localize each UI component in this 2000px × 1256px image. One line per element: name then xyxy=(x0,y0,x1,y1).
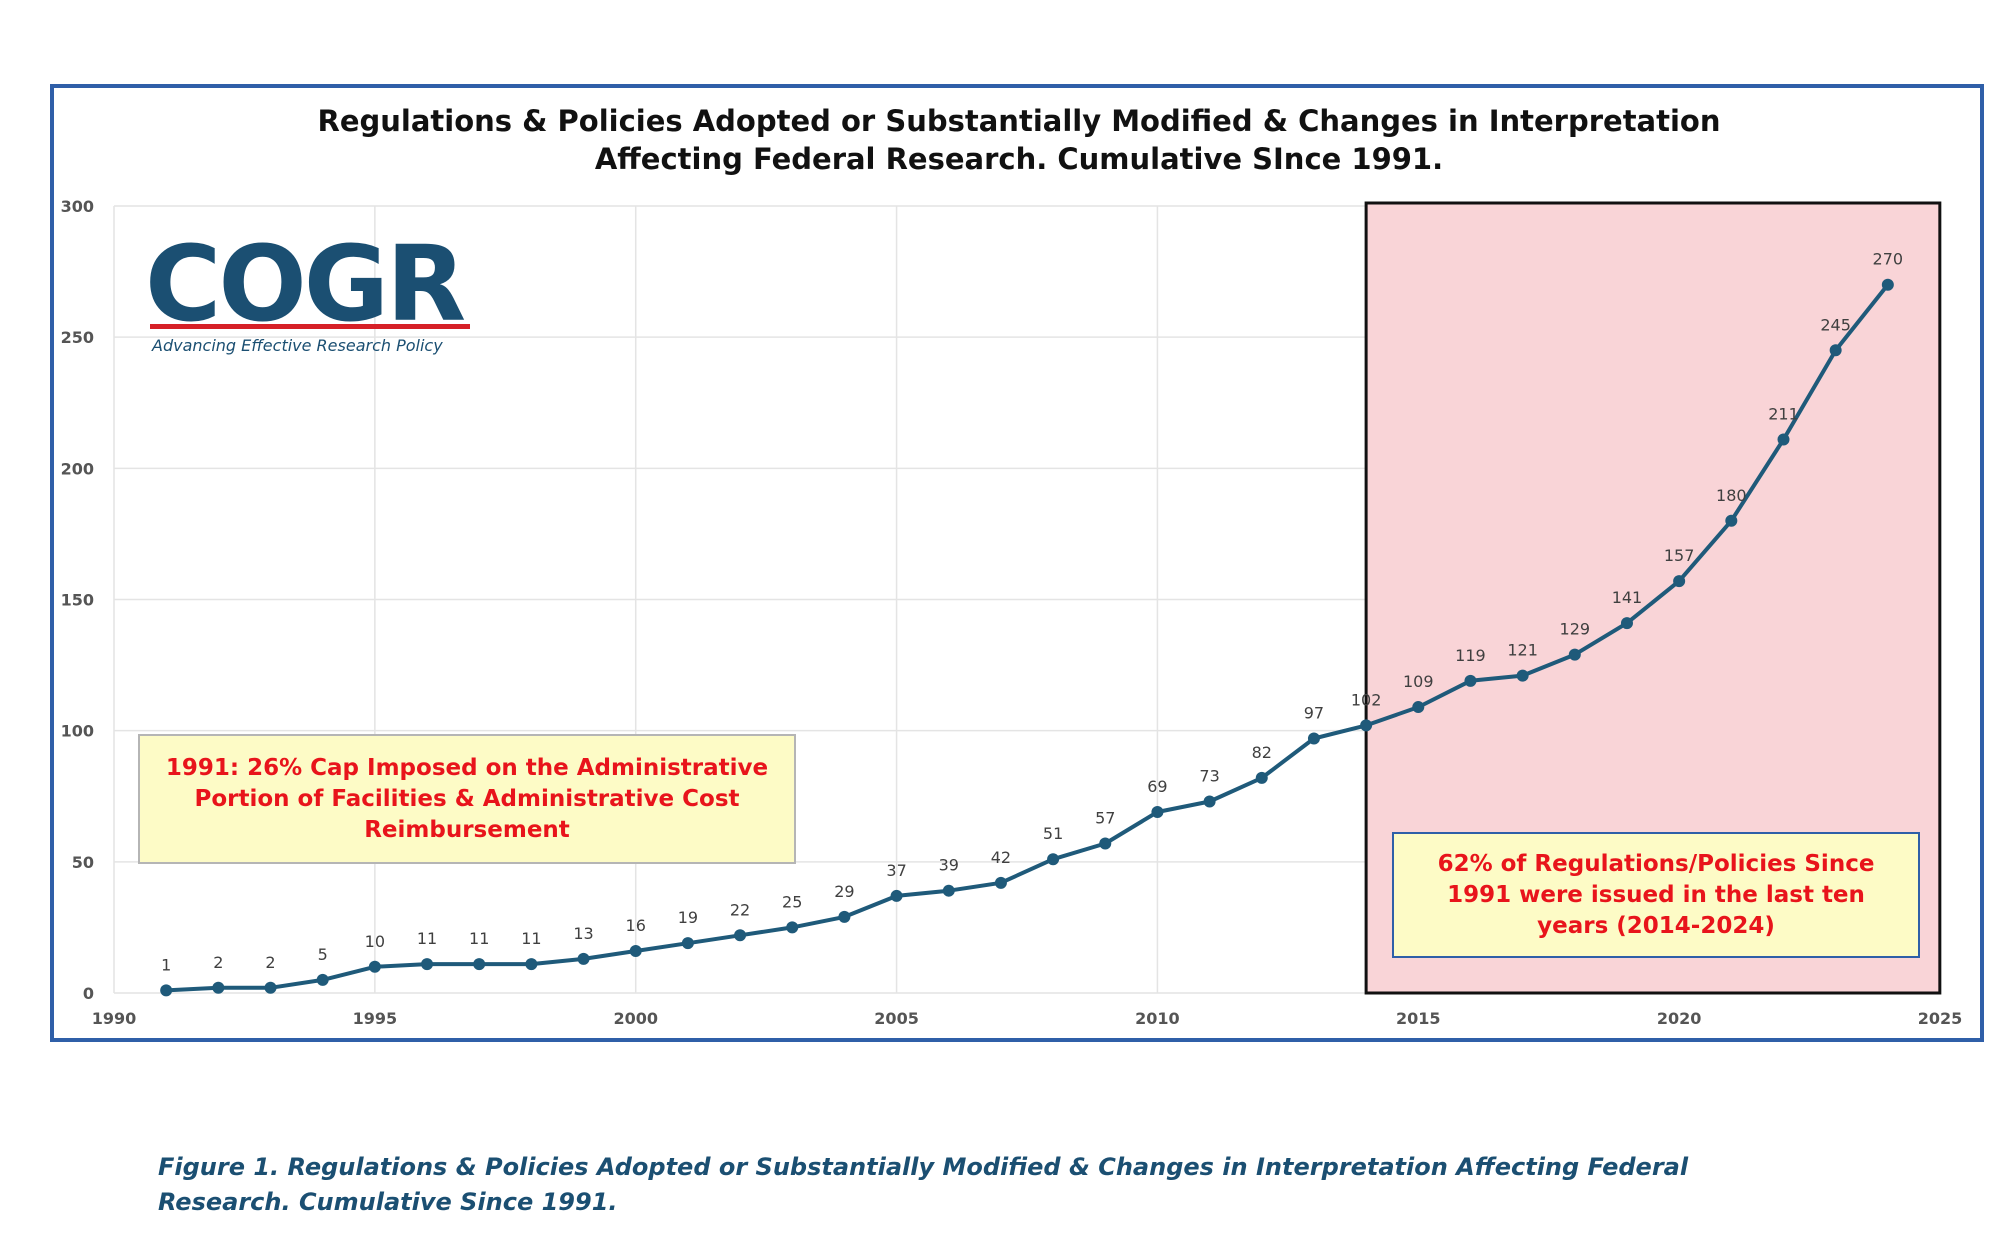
data-label-1992: 2 xyxy=(213,953,223,972)
data-points xyxy=(160,278,1894,997)
data-point-1991 xyxy=(160,984,173,997)
data-point-1999 xyxy=(577,952,590,965)
x-tick-label: 2015 xyxy=(1396,1009,1441,1028)
data-label-2019: 141 xyxy=(1612,588,1643,607)
data-point-2013 xyxy=(1307,732,1320,745)
data-point-1996 xyxy=(421,958,434,971)
x-tick-label: 2000 xyxy=(613,1009,658,1028)
data-point-2017 xyxy=(1516,669,1529,682)
data-label-2016: 119 xyxy=(1455,646,1486,665)
data-point-2010 xyxy=(1151,805,1164,818)
data-point-2020 xyxy=(1673,575,1686,588)
data-label-2009: 57 xyxy=(1095,808,1115,827)
data-label-2022: 211 xyxy=(1768,404,1799,423)
data-label-2010: 69 xyxy=(1147,777,1167,796)
data-point-2023 xyxy=(1829,344,1842,357)
data-point-2001 xyxy=(681,937,694,950)
data-point-2019 xyxy=(1620,617,1633,630)
data-point-1994 xyxy=(316,973,329,986)
data-label-2021: 180 xyxy=(1716,486,1747,505)
data-point-1997 xyxy=(473,958,486,971)
chart-title-line-1: Regulations & Policies Adopted or Substa… xyxy=(317,104,1721,138)
data-label-2020: 157 xyxy=(1664,546,1695,565)
series-line-cumulative xyxy=(166,283,1890,993)
data-label-2003: 25 xyxy=(782,892,802,911)
chart-title-line-2: Affecting Federal Research. Cumulative S… xyxy=(594,142,1444,176)
data-point-2009 xyxy=(1099,837,1112,850)
data-label-1999: 13 xyxy=(573,924,593,943)
data-point-2006 xyxy=(942,884,955,897)
data-point-2007 xyxy=(994,876,1007,889)
cogr-logo: COGR xyxy=(145,223,466,345)
y-tick-label: 200 xyxy=(61,459,94,478)
data-point-2016 xyxy=(1464,674,1477,687)
data-label-1993: 2 xyxy=(265,953,275,972)
data-label-2004: 29 xyxy=(834,882,854,901)
data-point-1995 xyxy=(368,960,381,973)
data-label-2005: 37 xyxy=(886,861,906,880)
data-label-2015: 109 xyxy=(1403,672,1434,691)
data-point-1993 xyxy=(264,981,277,994)
data-label-2001: 19 xyxy=(678,908,698,927)
y-tick-label: 150 xyxy=(61,591,94,610)
x-tick-label: 1995 xyxy=(353,1009,398,1028)
data-point-2015 xyxy=(1412,701,1425,714)
data-label-2007: 42 xyxy=(991,848,1011,867)
annotation-62-percent: 62% of Regulations/Policies Since 1991 w… xyxy=(1392,832,1920,958)
y-tick-label: 300 xyxy=(61,197,94,216)
data-point-2018 xyxy=(1568,648,1581,661)
data-point-2024 xyxy=(1881,278,1894,291)
data-label-2006: 39 xyxy=(939,856,959,875)
data-point-2021 xyxy=(1725,514,1738,527)
logo-tagline: Advancing Effective Research Policy xyxy=(152,336,443,355)
data-label-2014: 102 xyxy=(1351,690,1382,709)
y-tick-label: 250 xyxy=(61,328,94,347)
data-point-2012 xyxy=(1255,771,1268,784)
data-point-2004 xyxy=(838,910,851,923)
x-tick-label: 2025 xyxy=(1918,1009,1963,1028)
y-tick-label: 100 xyxy=(61,722,94,741)
x-tick-label: 1990 xyxy=(92,1009,137,1028)
data-point-2003 xyxy=(786,921,799,934)
data-label-2017: 121 xyxy=(1507,641,1538,660)
data-point-2011 xyxy=(1203,795,1216,808)
y-tick-label: 50 xyxy=(72,853,94,872)
data-label-2018: 129 xyxy=(1560,620,1591,639)
data-label-1996: 11 xyxy=(417,929,437,948)
y-tick-label: 0 xyxy=(83,984,94,1003)
x-tick-label: 2005 xyxy=(874,1009,919,1028)
logo-underline xyxy=(150,324,470,329)
data-label-2023: 245 xyxy=(1820,315,1851,334)
data-label-2024: 270 xyxy=(1873,250,1904,269)
data-label-1997: 11 xyxy=(469,929,489,948)
data-point-1992 xyxy=(212,981,225,994)
data-point-1998 xyxy=(525,958,538,971)
data-label-1995: 10 xyxy=(365,932,385,951)
axes: 1990 1995 2000 2005 2010 2015 2020 202505010015… xyxy=(61,197,1963,1028)
data-label-2012: 82 xyxy=(1252,743,1272,762)
data-point-2008 xyxy=(1047,853,1060,866)
annotation-1991-cap: 1991: 26% Cap Imposed on the Administrat… xyxy=(138,734,796,864)
data-label-2008: 51 xyxy=(1043,824,1063,843)
data-label-2013: 97 xyxy=(1304,704,1324,723)
data-label-2000: 16 xyxy=(626,916,646,935)
data-point-2005 xyxy=(890,889,903,902)
data-label-1991: 1 xyxy=(161,955,171,974)
x-tick-label: 2010 xyxy=(1135,1009,1180,1028)
data-label-1994: 5 xyxy=(318,945,328,964)
figure-caption: Figure 1. Regulations & Policies Adopted… xyxy=(158,1153,1689,1216)
data-label-1998: 11 xyxy=(521,929,541,948)
data-point-2002 xyxy=(734,929,747,942)
data-point-2000 xyxy=(629,945,642,958)
data-label-2002: 22 xyxy=(730,900,750,919)
x-tick-label: 2020 xyxy=(1657,1009,1702,1028)
data-point-2022 xyxy=(1777,433,1790,446)
data-label-2011: 73 xyxy=(1199,766,1219,785)
data-point-2014 xyxy=(1360,719,1373,732)
